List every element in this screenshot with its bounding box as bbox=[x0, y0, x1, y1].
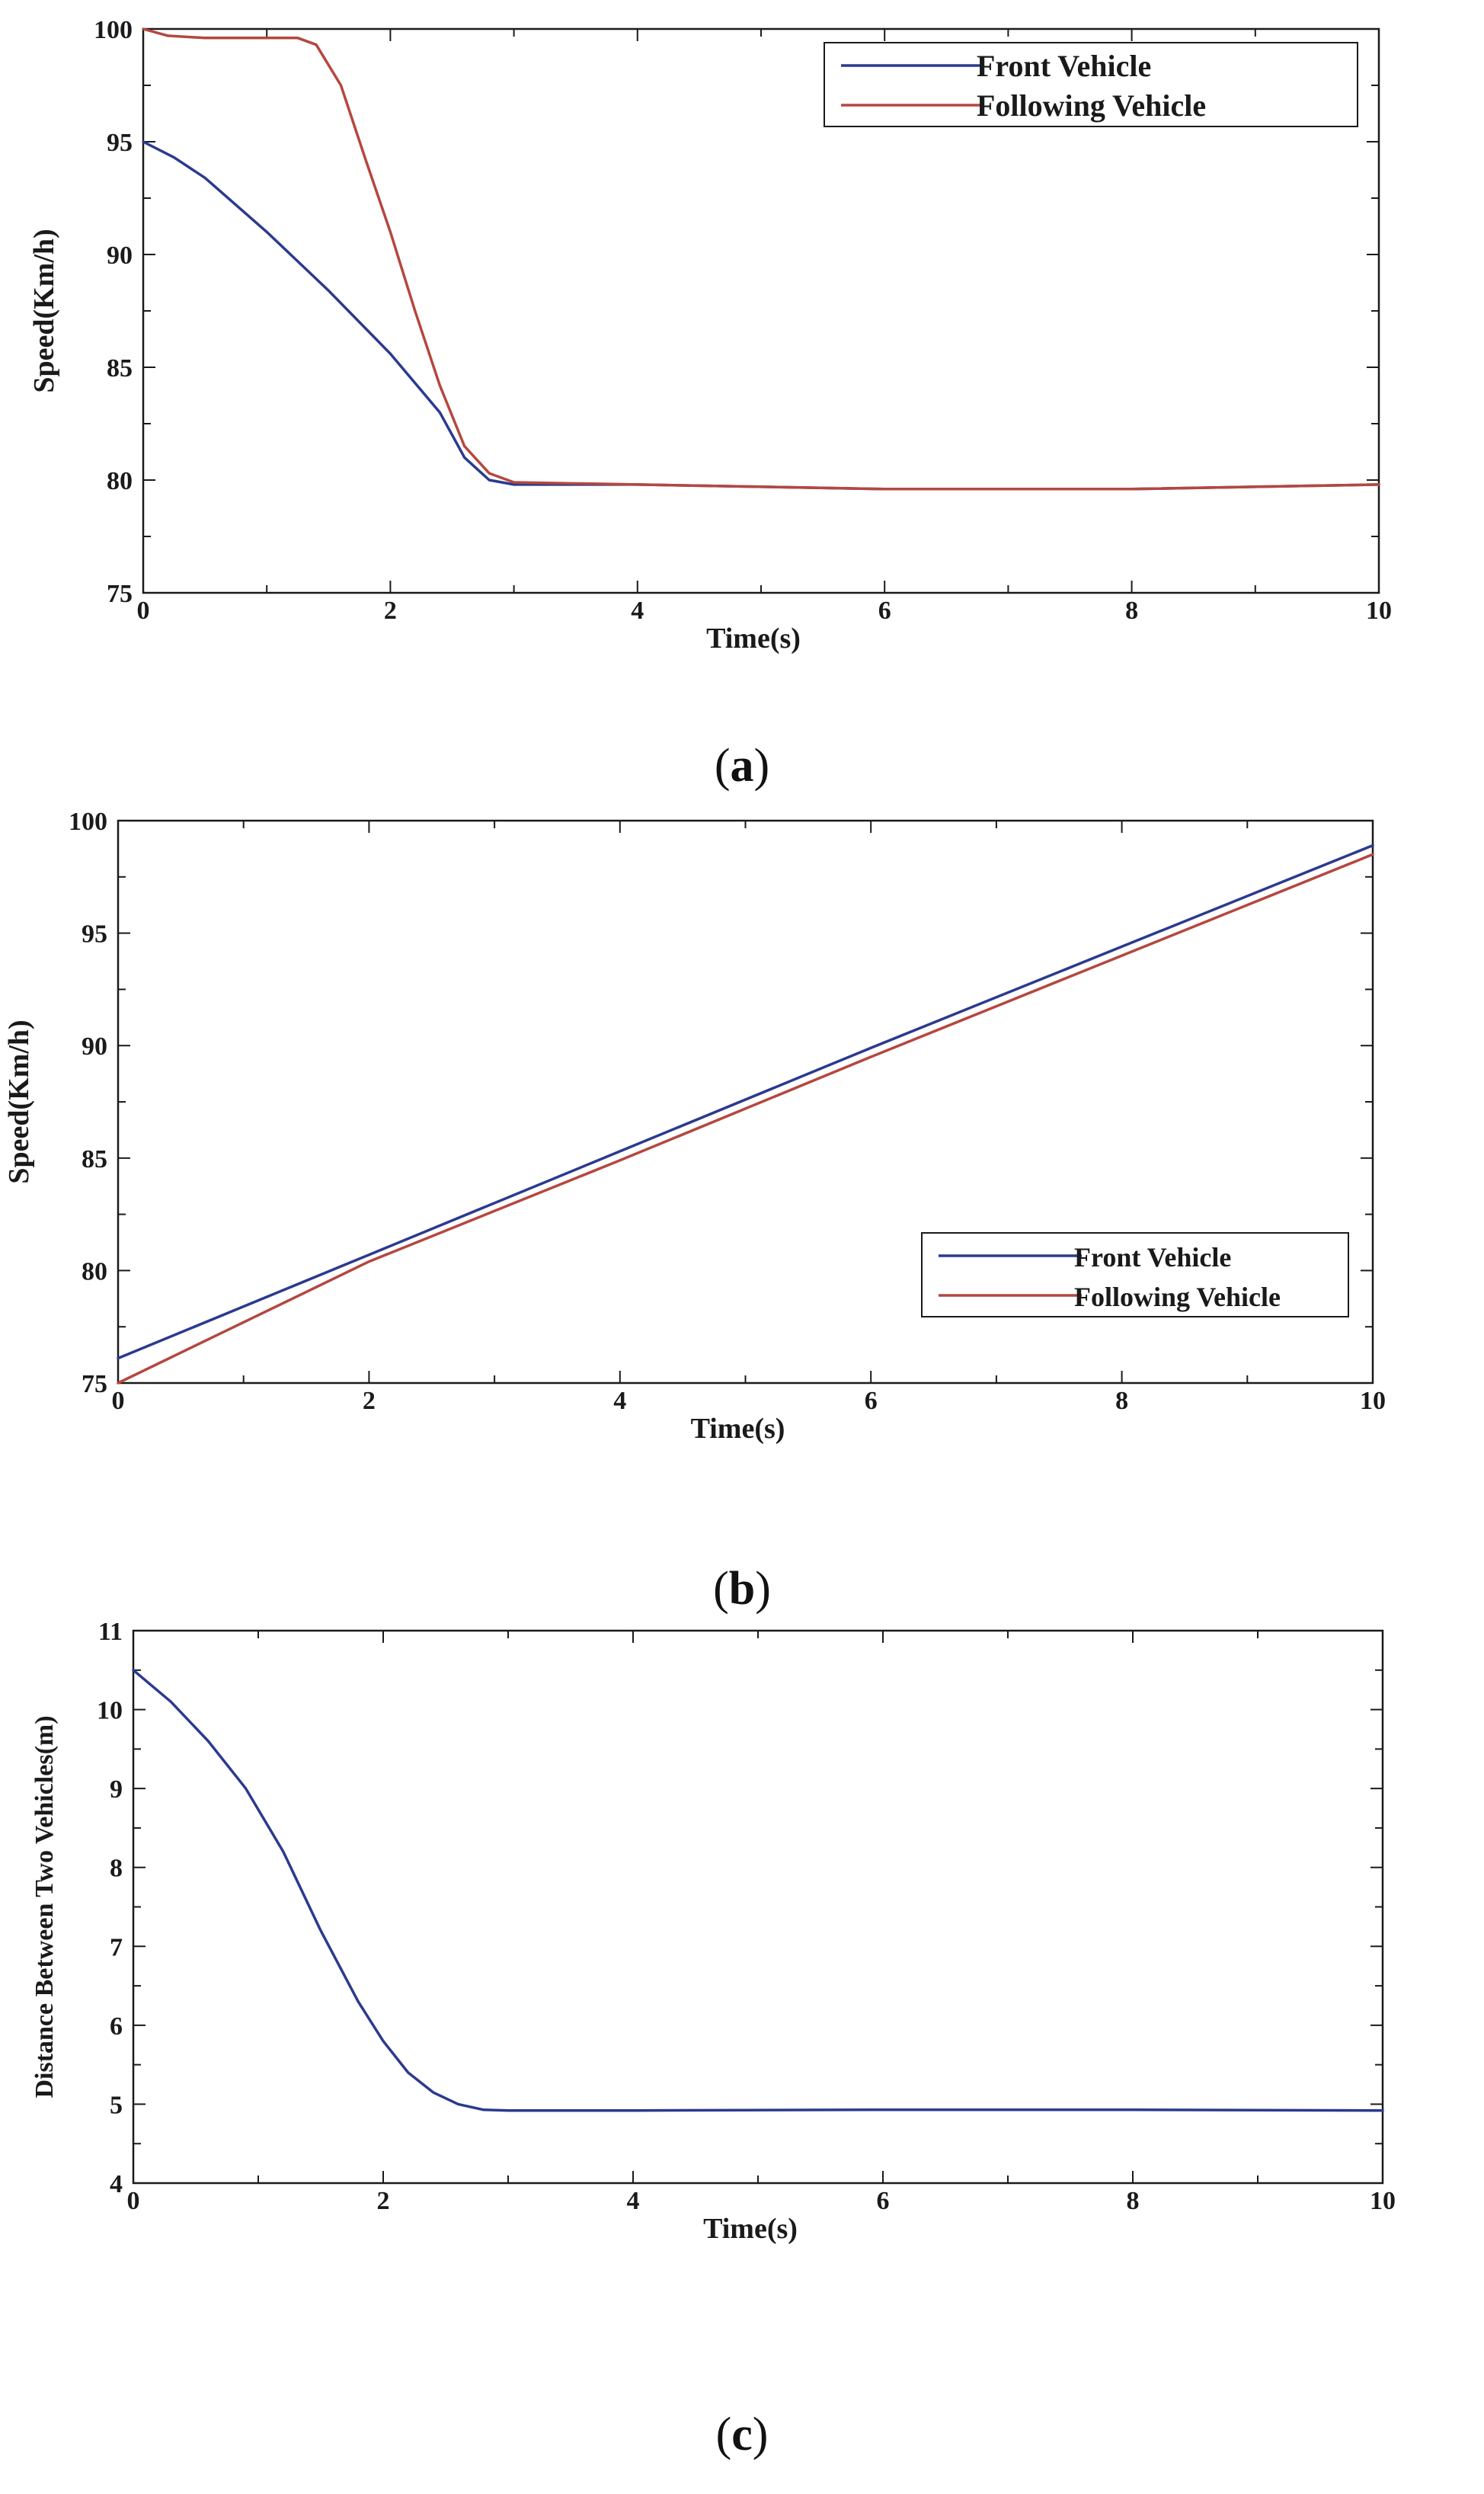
y-tick-label: 9 bbox=[110, 1775, 123, 1804]
panel-b-speed-acceleration: (b) 0 2 4 6 8 10 75 80 85 90 95 100 Time(s) Speed(Km/… bbox=[3, 808, 1386, 1615]
x-tick-label: 4 bbox=[631, 597, 644, 625]
y-axis-label: Speed(Km/h) bbox=[3, 1020, 35, 1183]
x-tick-label: 10 bbox=[1370, 2187, 1396, 2215]
panel-c-distance: (c) 0 2 4 6 8 10 4 5 6 7 8 9 10 11 Time(s) Distance Bet… bbox=[30, 1618, 1396, 2460]
x-tick-label: 0 bbox=[127, 2187, 140, 2215]
legend-entry: Front Vehicle bbox=[977, 49, 1151, 83]
y-tick-label: 90 bbox=[82, 1032, 107, 1061]
y-tick-label: 11 bbox=[98, 1618, 123, 1646]
y-tick-label: 4 bbox=[110, 2170, 123, 2198]
y-tick-label: 80 bbox=[107, 467, 133, 495]
x-tick-label: 10 bbox=[1360, 1387, 1386, 1415]
x-tick-label: 2 bbox=[363, 1387, 376, 1415]
x-axis-label: Time(s) bbox=[703, 2213, 798, 2245]
series-line-front-vehicle bbox=[117, 844, 1374, 1360]
y-tick-label: 80 bbox=[82, 1257, 107, 1285]
x-tick-label: 6 bbox=[877, 2187, 890, 2215]
y-tick-label: 100 bbox=[94, 16, 133, 44]
legend-entry: Following Vehicle bbox=[1074, 1282, 1281, 1312]
x-tick-label: 8 bbox=[1125, 597, 1138, 625]
legend-box bbox=[921, 1232, 1349, 1317]
y-tick-label: 6 bbox=[110, 2012, 123, 2041]
legend-entry: Front Vehicle bbox=[1074, 1242, 1231, 1273]
legend-box bbox=[824, 42, 1358, 127]
x-tick-label: 8 bbox=[1127, 2187, 1140, 2215]
y-tick-label: 75 bbox=[82, 1370, 107, 1398]
x-tick-label: 10 bbox=[1366, 597, 1392, 625]
x-axis-label: Time(s) bbox=[706, 623, 801, 655]
y-tick-label: 10 bbox=[97, 1697, 123, 1725]
x-tick-label: 6 bbox=[865, 1387, 878, 1415]
y-tick-label: 5 bbox=[110, 2091, 123, 2119]
x-tick-label: 2 bbox=[384, 597, 397, 625]
caption-b: (b) bbox=[713, 1563, 771, 1615]
x-tick-label: 0 bbox=[112, 1387, 125, 1415]
y-tick-label: 7 bbox=[110, 1933, 123, 1961]
caption-a: (a) bbox=[715, 740, 769, 792]
x-tick-label: 8 bbox=[1115, 1387, 1128, 1415]
series-line-front-vehicle bbox=[132, 1669, 1384, 2112]
y-tick-label: 75 bbox=[107, 580, 133, 608]
y-tick-label: 100 bbox=[69, 808, 107, 836]
series-line-following-vehicle bbox=[142, 27, 1380, 491]
y-axis-label: Distance Between Two Vehicles(m) bbox=[30, 1715, 59, 2098]
caption-c: (c) bbox=[716, 2409, 769, 2460]
x-tick-label: 6 bbox=[878, 597, 891, 625]
x-tick-label: 4 bbox=[613, 1387, 626, 1415]
y-tick-label: 8 bbox=[110, 1855, 123, 1883]
y-axis-label: Speed(Km/h) bbox=[28, 229, 60, 392]
y-tick-label: 90 bbox=[107, 242, 133, 270]
y-tick-label: 95 bbox=[82, 920, 107, 949]
y-tick-label: 85 bbox=[82, 1145, 107, 1173]
series-line-following-vehicle bbox=[117, 853, 1374, 1385]
x-tick-label: 0 bbox=[137, 597, 150, 625]
plot-frame bbox=[132, 1629, 1384, 2185]
x-tick-label: 4 bbox=[627, 2187, 640, 2215]
y-tick-label: 85 bbox=[107, 354, 133, 383]
panel-a-speed-deceleration: (a) 0 2 4 6 8 10 75 80 85 90 95 100 Time(s) Speed(Km/… bbox=[28, 16, 1392, 792]
legend-entry: Following Vehicle bbox=[977, 88, 1206, 123]
y-tick-label: 95 bbox=[107, 129, 133, 157]
x-tick-label: 2 bbox=[377, 2187, 390, 2215]
x-axis-label: Time(s) bbox=[691, 1413, 785, 1445]
